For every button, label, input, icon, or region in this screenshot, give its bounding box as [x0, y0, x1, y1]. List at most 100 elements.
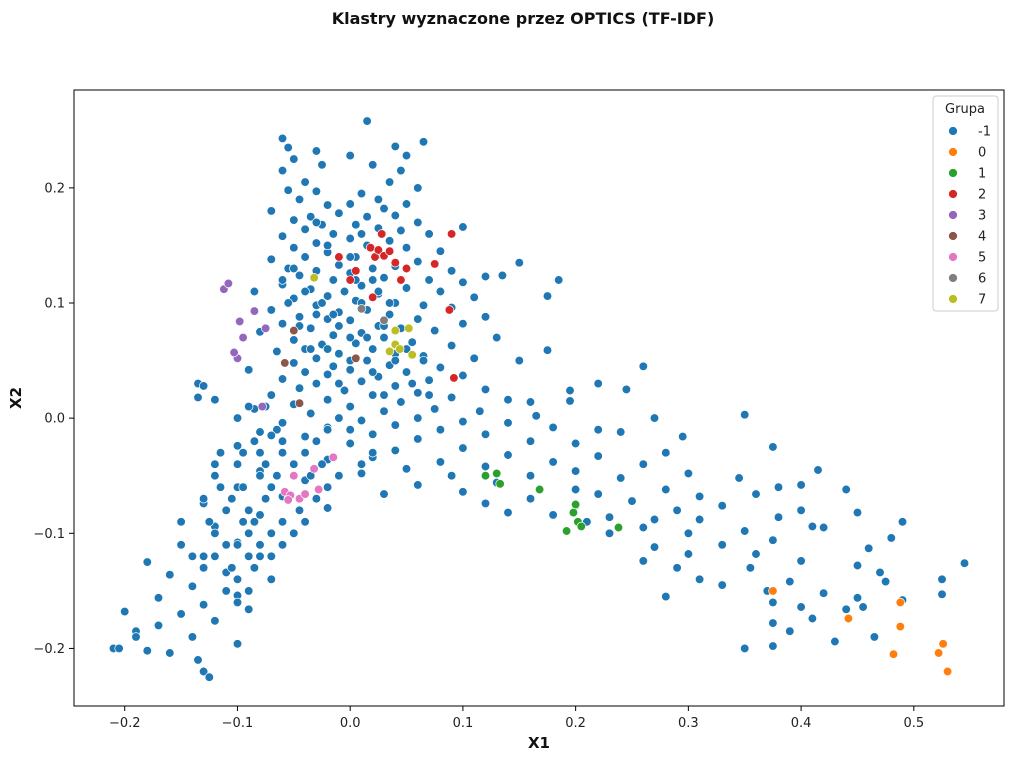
y-tick-label: 0.2: [44, 181, 65, 196]
data-point-group--1: [649, 542, 660, 552]
data-point-group--1: [311, 353, 322, 363]
data-point-group-7: [309, 273, 319, 283]
data-point-group--1: [503, 450, 513, 460]
data-point-group--1: [277, 165, 288, 176]
data-point-group--1: [627, 496, 637, 506]
data-point-group-2: [401, 263, 412, 274]
data-point-group--1: [390, 381, 400, 391]
data-point-group-0: [938, 639, 948, 649]
data-point-group--1: [379, 332, 389, 343]
data-point-group--1: [255, 551, 265, 561]
data-point-group-0: [768, 586, 778, 596]
data-point-group--1: [345, 233, 355, 244]
data-point-group-0: [888, 649, 899, 659]
data-point-group--1: [368, 390, 378, 400]
data-point-group--1: [317, 298, 327, 308]
data-point-group--1: [813, 465, 823, 475]
data-point-group-5: [309, 464, 319, 474]
data-point-group--1: [734, 473, 744, 483]
data-point-group--1: [322, 200, 333, 210]
data-point-group-7: [395, 344, 405, 354]
data-point-group--1: [334, 321, 344, 331]
data-point-group--1: [480, 384, 491, 395]
data-point-group-3: [257, 401, 267, 412]
data-point-group--1: [266, 430, 276, 441]
data-point-group--1: [396, 397, 406, 407]
data-point-group--1: [818, 588, 829, 598]
data-point-group--1: [210, 459, 220, 469]
data-point-group--1: [773, 512, 784, 522]
data-point-group-1: [534, 484, 545, 495]
x-tick-label: 0.4: [791, 716, 812, 731]
data-point-group-0: [942, 666, 953, 677]
data-point-group--1: [356, 468, 367, 479]
data-point-group--1: [740, 643, 750, 654]
data-point-group--1: [328, 275, 338, 285]
data-point-group--1: [227, 563, 237, 573]
data-point-group--1: [424, 375, 434, 385]
data-point-group--1: [294, 194, 305, 205]
data-point-group--1: [204, 672, 214, 682]
data-point-group--1: [435, 457, 446, 467]
x-tick-label: 0.3: [678, 716, 699, 731]
data-point-group--1: [306, 212, 316, 222]
data-point-group--1: [593, 451, 603, 461]
data-point-group--1: [238, 482, 248, 492]
data-point-group--1: [300, 517, 310, 527]
data-point-group--1: [401, 150, 412, 161]
data-point-group--1: [593, 425, 603, 435]
data-point-group--1: [469, 353, 479, 363]
data-point-group-2: [351, 266, 361, 276]
data-point-group--1: [176, 540, 186, 550]
data-point-group--1: [300, 224, 310, 234]
legend: Grupa -1 0 1 2 3 4 5 6 7: [932, 95, 999, 312]
data-point-group--1: [531, 411, 541, 421]
data-point-group--1: [339, 286, 350, 297]
data-point-group--1: [959, 558, 970, 568]
data-point-group--1: [469, 292, 479, 302]
data-point-group--1: [311, 436, 322, 446]
data-point-group--1: [260, 459, 271, 469]
data-points: [108, 116, 970, 682]
data-point-group--1: [232, 639, 243, 649]
data-point-group-2: [368, 292, 378, 302]
data-point-group--1: [232, 459, 243, 469]
data-point-group--1: [937, 574, 947, 584]
data-point-group--1: [638, 556, 648, 566]
data-point-group--1: [249, 563, 260, 573]
data-point-group--1: [379, 203, 389, 214]
data-point-group--1: [294, 270, 305, 281]
data-point-group--1: [289, 459, 299, 469]
data-point-group--1: [176, 609, 186, 619]
data-point-group--1: [328, 361, 338, 371]
data-point-group--1: [193, 655, 203, 665]
legend-label-group-3: 3: [978, 209, 986, 224]
data-point-group--1: [221, 540, 231, 550]
data-point-group--1: [384, 177, 395, 187]
data-point-group--1: [396, 225, 406, 236]
data-point-group--1: [345, 332, 355, 343]
data-point-group--1: [717, 540, 727, 550]
data-point-group-1: [576, 521, 586, 532]
data-point-group--1: [300, 286, 310, 297]
data-point-group-2: [444, 305, 455, 315]
data-point-group--1: [120, 606, 130, 617]
data-point-group--1: [142, 557, 152, 567]
data-point-group--1: [368, 344, 378, 354]
data-point-group--1: [221, 505, 231, 515]
data-point-group-4: [294, 398, 305, 408]
plot-frame: [73, 89, 1005, 707]
data-point-group--1: [142, 646, 152, 656]
data-point-group--1: [311, 494, 322, 504]
data-point-group--1: [232, 574, 243, 584]
data-point-group--1: [266, 551, 276, 561]
data-point-group--1: [322, 395, 333, 405]
data-point-group-1: [561, 526, 572, 536]
data-point-group--1: [768, 641, 778, 651]
legend-label-group-7: 7: [978, 293, 986, 308]
data-point-group--1: [401, 199, 412, 209]
data-point-group--1: [548, 457, 558, 467]
data-point-group--1: [852, 507, 863, 518]
data-point-group--1: [210, 616, 220, 626]
